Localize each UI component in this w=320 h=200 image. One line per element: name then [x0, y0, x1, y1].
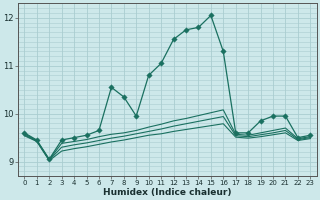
X-axis label: Humidex (Indice chaleur): Humidex (Indice chaleur)	[103, 188, 232, 197]
